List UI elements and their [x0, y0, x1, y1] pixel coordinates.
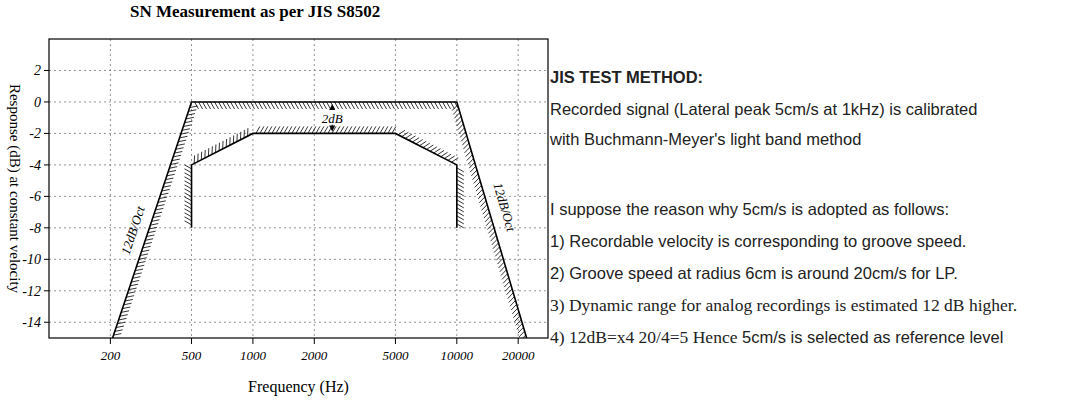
- y-tick-label: -4: [29, 158, 41, 173]
- side-line: I suppose the reason why 5cm/s is adopte…: [550, 200, 949, 218]
- grid-line: [49, 164, 548, 165]
- background: [0, 0, 1080, 402]
- annotation: 12dB/Oct: [490, 181, 519, 233]
- grid-line: [518, 39, 519, 338]
- plot-frame: [49, 39, 548, 338]
- y-tick-label: 0: [34, 95, 41, 110]
- y-tick: [44, 227, 49, 228]
- grid-line: [49, 290, 548, 291]
- side-heading: JIS TEST METHOD:: [550, 68, 703, 86]
- x-tick-label: 20000: [502, 348, 535, 363]
- side-line: 4) 12dB=x4 20/4=5 Hence 5cm/s is selecte…: [550, 327, 1003, 347]
- x-tick: [110, 338, 111, 344]
- y-tick: [44, 70, 49, 71]
- side-line: 3) Dynamic range for analog recordings i…: [550, 295, 1017, 315]
- x-tick: [314, 338, 315, 344]
- y-tick: [44, 164, 49, 165]
- x-tick-label: 5000: [382, 348, 409, 363]
- page: SN Measurement as per JIS S8502 2 0 -2 -4 -6 -…: [0, 0, 1080, 402]
- grid-line: [49, 259, 548, 260]
- x-tick: [191, 338, 192, 344]
- x-tick: [395, 338, 396, 344]
- arrow-head: [329, 104, 335, 110]
- grid-line: [252, 39, 253, 338]
- x-tick-label: 500: [182, 348, 202, 363]
- y-tick-label: -12: [22, 284, 41, 299]
- x-tick: [252, 338, 253, 344]
- y-tick: [44, 322, 49, 323]
- y-tick-label: -10: [22, 252, 41, 267]
- side-line-part: 4) 12dB=x4 20/4=5 Hence: [550, 327, 738, 347]
- x-tick-label: 10000: [441, 348, 474, 363]
- annotation: 2dB: [322, 111, 343, 126]
- annotation: 12dB/Oct: [118, 204, 148, 256]
- arrow-head: [329, 125, 335, 131]
- limit-line: [113, 102, 527, 338]
- x-tick: [518, 338, 519, 344]
- x-tick-label: 1000: [240, 348, 267, 363]
- x-tick-label: 2000: [301, 348, 328, 363]
- y-tick-label: -6: [29, 189, 41, 204]
- y-axis-label: Response (dB) at constant velocity: [6, 84, 23, 294]
- y-tick-label: -2: [29, 126, 41, 141]
- y-tick-label: 2: [34, 63, 41, 78]
- y-tick: [44, 290, 49, 291]
- chart-title: SN Measurement as per JIS S8502: [130, 2, 380, 21]
- grid-line: [49, 70, 548, 71]
- y-tick: [44, 101, 49, 102]
- y-tick-label: -8: [29, 221, 41, 236]
- x-tick: [456, 338, 457, 344]
- y-tick-label: -14: [22, 315, 41, 330]
- grid-line: [49, 196, 548, 197]
- x-tick-label: 200: [101, 348, 121, 363]
- side-line: with Buchmann-Meyer's light band method: [549, 130, 861, 148]
- grid-line: [395, 39, 396, 338]
- y-tick: [44, 196, 49, 197]
- side-line-part: 5cm/s is selected as reference level: [737, 328, 1003, 346]
- plot-area: [113, 102, 527, 338]
- y-tick: [44, 133, 49, 134]
- x-axis-label: Frequency (Hz): [248, 378, 349, 396]
- side-line: 1) Recordable velocity is corresponding …: [550, 232, 966, 250]
- limit-line: [192, 133, 457, 227]
- side-line: 2) Groove speed at radius 6cm is around …: [550, 264, 958, 282]
- side-line: Recorded signal (Lateral peak 5cm/s at 1…: [550, 100, 977, 118]
- grid-line: [314, 39, 315, 338]
- hatching: [114, 102, 526, 338]
- hatching: [185, 126, 464, 227]
- grid-line: [110, 39, 111, 338]
- grid-line: [49, 227, 548, 228]
- y-tick: [44, 259, 49, 260]
